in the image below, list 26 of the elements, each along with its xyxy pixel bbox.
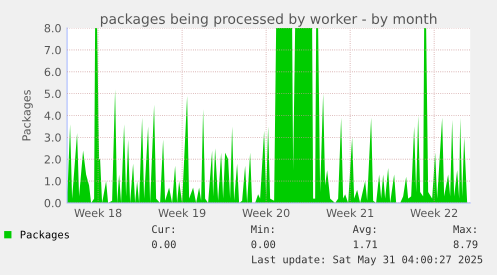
y-tick-label: 8.0 <box>44 24 61 32</box>
text: Cur: <box>152 225 174 234</box>
y-tick-label: 4.0 <box>44 111 61 120</box>
y-tick-label: 3.0 <box>44 133 61 142</box>
text: Avg: <box>352 225 376 236</box>
y-tick-label: 6.0 <box>44 68 61 76</box>
chart-title: packages being processed by worker - by month <box>100 13 436 27</box>
y-axis-title: Packages <box>22 90 33 140</box>
text: 1.71 <box>354 240 378 248</box>
text: Min: <box>251 225 274 233</box>
x-tick-label: Week 19 <box>158 208 206 218</box>
x-tick-label: Week 22 <box>410 208 458 218</box>
text: 0.00 <box>152 240 176 248</box>
text: Last update: Sat May 31 04:00:27 2025 <box>252 255 482 266</box>
text: Max: <box>453 225 476 234</box>
x-tick-label: Week 18 <box>74 208 122 218</box>
y-tick-label: 1.0 <box>45 177 61 186</box>
text: 0.00 <box>251 240 276 248</box>
y-tick-label: 2.0 <box>44 155 61 164</box>
x-tick-label: Week 20 <box>242 208 290 218</box>
legend-label: Packages <box>20 230 69 241</box>
y-tick-label: 7.0 <box>44 46 61 54</box>
x-tick-label: Week 21 <box>326 208 374 218</box>
text: 8.79 <box>454 240 478 248</box>
y-tick-label: 0.0 <box>44 198 61 208</box>
y-tick-label: 5.0 <box>44 90 61 98</box>
